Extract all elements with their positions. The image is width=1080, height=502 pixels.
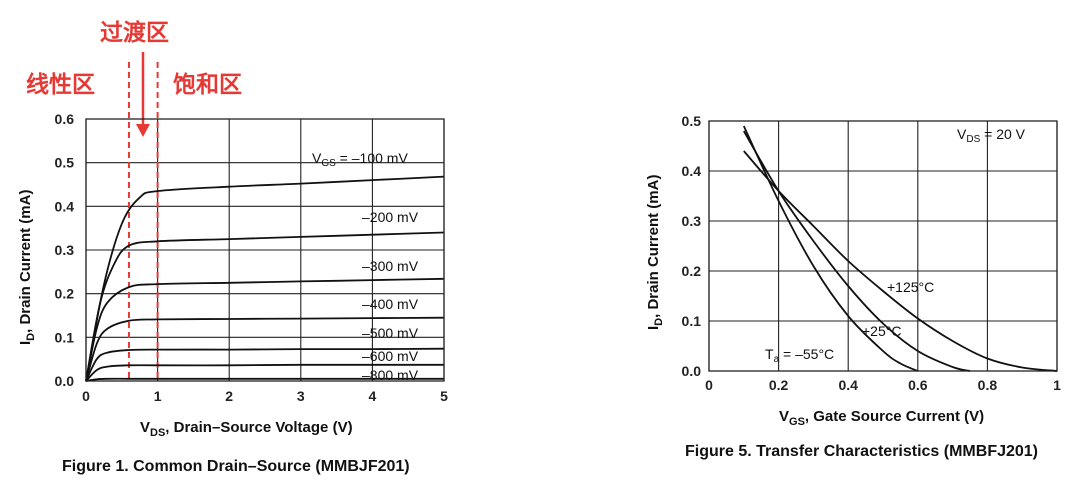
series-line-125-c — [743, 150, 1058, 372]
chart-transfer-characteristics: 0.0 0.1 0.2 0.3 0.4 0.5 0 0.2 0.4 0.6 0.8 1 VDS = … — [645, 113, 1061, 460]
chart2-y-axis-label: ID, Drain Current (mA) — [645, 175, 665, 330]
y-tick-label: 0.4 — [55, 198, 75, 214]
chart1-caption: Figure 1. Common Drain–Source (MMBJF201) — [62, 458, 410, 475]
chart2-caption: Figure 5. Transfer Characteristics (MMBF… — [685, 443, 1038, 460]
series-line-600-mv — [85, 363, 444, 382]
chart1-y-ticks: 0.0 0.1 0.2 0.3 0.4 0.5 0.6 — [55, 111, 75, 389]
chart2-curve-labels: +125°C +25°C Ta = –55°C — [765, 279, 934, 365]
x-tick-label: 2 — [225, 388, 233, 404]
chart2-y-ticks: 0.0 0.1 0.2 0.3 0.4 0.5 — [682, 113, 702, 379]
chart2-x-ticks: 0 0.2 0.4 0.6 0.8 1 — [705, 377, 1061, 393]
x-tick-label: 0.6 — [908, 377, 928, 393]
series-line-300-mv — [85, 277, 445, 382]
chart1-x-axis-label: VDS, Drain–Source Voltage (V) — [140, 419, 353, 439]
y-tick-label: 0.3 — [682, 213, 702, 229]
x-tick-label: 0 — [82, 388, 90, 404]
chart2-frame — [708, 120, 1058, 372]
curve-label-100mv: VGS = –100 mV — [312, 150, 408, 169]
y-tick-label: 0.3 — [55, 242, 75, 258]
chart1-curves — [85, 175, 445, 382]
series-line-800-mv — [85, 377, 444, 382]
y-tick-label: 0.2 — [682, 263, 702, 279]
chart1-curve-labels: VGS = –100 mV –200 mV –300 mV –400 mV –5… — [312, 150, 419, 383]
series-line-400-mv — [85, 316, 445, 382]
y-tick-label: 0.5 — [682, 113, 702, 129]
x-tick-label: 1 — [1053, 377, 1061, 393]
curve-label-25c: +25°C — [862, 323, 901, 339]
chart-common-drain-source: 过渡区 线性区 饱和区 0.0 0.1 0.2 0.3 0.4 0.5 0.6 0 1 2 3 4 5… — [17, 19, 448, 475]
chart2-curves — [742, 125, 1058, 372]
x-tick-label: 0.4 — [838, 377, 858, 393]
annotation-transition-region: 过渡区 — [100, 19, 169, 46]
curve-label-300mv: –300 mV — [362, 258, 419, 274]
y-tick-label: 0.1 — [682, 313, 702, 329]
x-tick-label: 1 — [154, 388, 162, 404]
chart1-y-axis-label: ID, Drain Current (mA) — [17, 190, 37, 345]
annotation-saturation-region: 饱和区 — [173, 71, 242, 98]
series-line-25-c — [743, 130, 971, 372]
chart2-x-axis-label: VGS, Gate Source Current (V) — [779, 408, 984, 428]
y-tick-label: 0.4 — [682, 163, 702, 179]
series-line-500-mv — [85, 347, 445, 382]
x-tick-label: 5 — [440, 388, 448, 404]
y-tick-label: 0.5 — [55, 155, 75, 171]
curve-label-400mv: –400 mV — [362, 296, 419, 312]
series-line-200-mv — [85, 231, 445, 382]
x-tick-label: 0 — [705, 377, 713, 393]
transition-arrow — [136, 52, 150, 137]
x-tick-label: 0.2 — [769, 377, 789, 393]
curve-label-200mv: –200 mV — [362, 209, 419, 225]
curve-label-600mv: –600 mV — [362, 348, 419, 364]
chart1-region-boundaries — [127, 62, 159, 381]
y-tick-label: 0.1 — [55, 329, 75, 345]
curve-label-minus55c: Ta = –55°C — [765, 346, 834, 365]
y-tick-label: 0.0 — [682, 363, 702, 379]
x-tick-label: 3 — [297, 388, 305, 404]
x-tick-label: 0.8 — [978, 377, 998, 393]
chart1-frame — [85, 118, 445, 382]
chart1-x-ticks: 0 1 2 3 4 5 — [82, 388, 448, 404]
y-tick-label: 0.0 — [55, 373, 75, 389]
x-tick-label: 4 — [369, 388, 377, 404]
annotation-linear-region: 线性区 — [26, 71, 95, 98]
curve-label-500mv: –500 mV — [362, 325, 419, 341]
y-tick-label: 0.6 — [55, 111, 75, 127]
curve-label-125c: +125°C — [887, 279, 934, 295]
series-line-100-mv — [85, 175, 445, 382]
curve-label-800mv: –800 mV — [362, 367, 419, 383]
y-tick-label: 0.2 — [55, 286, 75, 302]
series-line-ta-55-c — [742, 125, 919, 372]
chart2-condition-label: VDS = 20 V — [957, 126, 1026, 145]
